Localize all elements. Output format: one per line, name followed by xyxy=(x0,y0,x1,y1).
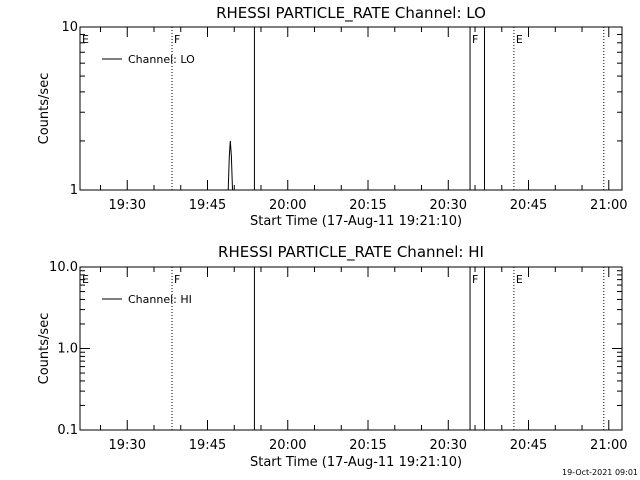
y-tick-label: 0.1 xyxy=(57,423,78,438)
chart-title: RHESSI PARTICLE_RATE Channel: LO xyxy=(216,4,486,23)
event-marker-label: F xyxy=(472,273,478,286)
y-tick-label: 10 xyxy=(61,20,78,35)
plot-frame xyxy=(79,266,623,431)
x-tick-label: 19:30 xyxy=(109,198,146,213)
y-tick-label: 1 xyxy=(70,183,78,198)
x-tick-label: 20:15 xyxy=(349,198,386,213)
x-tick-label: 19:30 xyxy=(109,438,146,453)
event-marker-label: F xyxy=(174,273,180,286)
plot-frame xyxy=(79,26,623,191)
legend-label: Channel: HI xyxy=(128,293,192,306)
series-line xyxy=(227,140,233,191)
y-tick-label: 10.0 xyxy=(49,260,78,275)
event-marker-label: E xyxy=(82,273,89,286)
x-tick-label: 20:15 xyxy=(349,438,386,453)
event-marker-label: F xyxy=(174,33,180,46)
x-tick-label: 20:30 xyxy=(430,438,467,453)
event-marker-label: F xyxy=(472,33,478,46)
x-tick-label: 19:45 xyxy=(189,438,226,453)
y-tick-label: 1.0 xyxy=(57,342,78,357)
event-marker-label: E xyxy=(516,273,523,286)
x-axis-label: Start Time (17-Aug-11 19:21:10) xyxy=(250,455,462,470)
y-axis-label: Counts/sec xyxy=(37,313,52,385)
x-axis-label: Start Time (17-Aug-11 19:21:10) xyxy=(250,214,462,229)
x-tick-label: 20:45 xyxy=(510,438,547,453)
x-tick-label: 19:45 xyxy=(189,198,226,213)
event-marker-label: E xyxy=(82,33,89,46)
legend-label: Channel: LO xyxy=(128,53,195,66)
x-tick-label: 21:00 xyxy=(590,438,627,453)
x-tick-label: 20:45 xyxy=(510,198,547,213)
x-tick-label: 20:00 xyxy=(269,198,306,213)
event-marker-label: E xyxy=(516,33,523,46)
footer-timestamp: 19-Oct-2021 09:01 xyxy=(562,468,638,477)
x-tick-label: 21:00 xyxy=(590,198,627,213)
x-tick-label: 20:30 xyxy=(430,198,467,213)
y-axis-label: Counts/sec xyxy=(37,73,52,145)
x-tick-label: 20:00 xyxy=(269,438,306,453)
chart-panel-hi: RHESSI PARTICLE_RATE Channel: HI Counts/s… xyxy=(37,243,628,470)
chart-panel-lo: RHESSI PARTICLE_RATE Channel: LO Counts/s… xyxy=(37,4,628,229)
chart-title: RHESSI PARTICLE_RATE Channel: HI xyxy=(218,243,484,262)
